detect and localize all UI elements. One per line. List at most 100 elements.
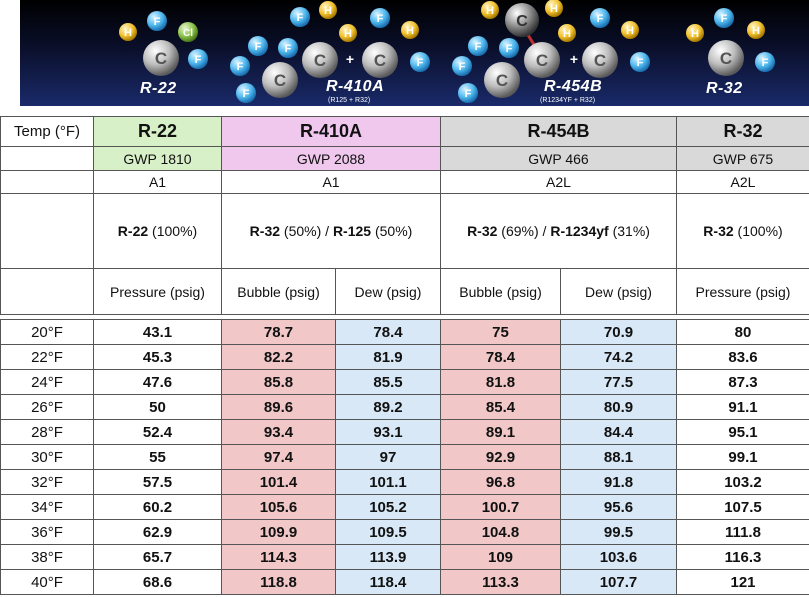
svg-text:F: F bbox=[475, 41, 482, 53]
r454b-bubble-cell: 100.7 bbox=[440, 494, 561, 520]
r22-pressure-cell: 60.2 bbox=[93, 494, 222, 520]
r454b-dew-cell: 95.6 bbox=[560, 494, 677, 520]
svg-text:H: H bbox=[752, 25, 760, 37]
r454b-dew-cell: 88.1 bbox=[560, 444, 677, 470]
svg-text:H: H bbox=[124, 27, 132, 39]
r410a-dew-cell: 97 bbox=[335, 444, 441, 470]
r22-pressure-cell: 43.1 bbox=[93, 319, 222, 345]
r22-gwp: GWP 1810 bbox=[93, 146, 222, 171]
molecule-illustrations: H F Cl F C F H F F F F C C + H F H F bbox=[119, 0, 775, 103]
svg-text:C: C bbox=[516, 13, 528, 30]
svg-text:C: C bbox=[155, 49, 167, 68]
r22-name: R-22 bbox=[93, 116, 222, 147]
temp-cell: 30°F bbox=[0, 444, 94, 470]
r454b-composition: R-32 (69%) / R-1234yf (31%) bbox=[440, 193, 677, 269]
svg-text:F: F bbox=[154, 16, 161, 28]
table-row: 26°F 50 89.6 89.2 85.4 80.9 91.1 bbox=[0, 394, 809, 420]
r454b-bubble-cell: 89.1 bbox=[440, 419, 561, 445]
r410a-bubble-cell: 97.4 bbox=[221, 444, 336, 470]
r32-banner-label: R-32 bbox=[706, 80, 743, 97]
r410a-molecule-icon: F H F F F F C C + H F H F C bbox=[230, 1, 430, 103]
r410a-dew-header: Dew (psig) bbox=[335, 268, 441, 315]
r454b-bubble-cell: 109 bbox=[440, 544, 561, 570]
r32-pressure-cell: 87.3 bbox=[676, 369, 809, 395]
svg-text:H: H bbox=[626, 25, 634, 37]
r32-composition: R-32 (100%) bbox=[676, 193, 809, 269]
r454b-dew-header: Dew (psig) bbox=[560, 268, 677, 315]
r454b-molecule-icon: H H C F F F F C H C + F H F C bbox=[452, 0, 650, 103]
svg-text:F: F bbox=[255, 41, 262, 53]
r454b-dew-cell: 84.4 bbox=[560, 419, 677, 445]
r22-pressure-cell: 68.6 bbox=[93, 569, 222, 595]
r454b-dew-cell: 99.5 bbox=[560, 519, 677, 545]
table-row: 38°F 65.7 114.3 113.9 109 103.6 116.3 bbox=[0, 544, 809, 570]
empty-cell bbox=[0, 170, 94, 194]
r454b-gwp: GWP 466 bbox=[440, 146, 677, 171]
r22-pressure-cell: 57.5 bbox=[93, 469, 222, 495]
r32-molecule-icon: H F H F C bbox=[686, 8, 775, 76]
r32-pressure-cell: 111.8 bbox=[676, 519, 809, 545]
empty-cell bbox=[0, 268, 94, 315]
svg-text:H: H bbox=[324, 5, 332, 17]
svg-text:F: F bbox=[285, 43, 292, 55]
r410a-bubble-cell: 89.6 bbox=[221, 394, 336, 420]
temp-cell: 28°F bbox=[0, 419, 94, 445]
r22-composition: R-22 (100%) bbox=[93, 193, 222, 269]
svg-text:H: H bbox=[486, 5, 494, 17]
r410a-bubble-cell: 109.9 bbox=[221, 519, 336, 545]
r32-pressure-cell: 91.1 bbox=[676, 394, 809, 420]
r454b-name: R-454B bbox=[440, 116, 677, 147]
r22-pressure-cell: 65.7 bbox=[93, 544, 222, 570]
r454b-dew-cell: 80.9 bbox=[560, 394, 677, 420]
table-row: 22°F 45.3 82.2 81.9 78.4 74.2 83.6 bbox=[0, 344, 809, 370]
r22-molecule-icon: H F Cl F C bbox=[119, 11, 208, 76]
r410a-bubble-cell: 114.3 bbox=[221, 544, 336, 570]
r454b-safety-class: A2L bbox=[440, 170, 677, 194]
svg-text:C: C bbox=[536, 51, 548, 70]
svg-text:F: F bbox=[417, 57, 424, 69]
r410a-composition: R-32 (50%) / R-125 (50%) bbox=[221, 193, 441, 269]
r22-banner-label: R-22 bbox=[140, 80, 177, 97]
svg-text:F: F bbox=[721, 13, 728, 25]
svg-text:F: F bbox=[762, 57, 769, 69]
r22-pressure-cell: 62.9 bbox=[93, 519, 222, 545]
r32-pressure-header: Pressure (psig) bbox=[676, 268, 809, 315]
r410a-name: R-410A bbox=[221, 116, 441, 147]
r410a-dew-cell: 93.1 bbox=[335, 419, 441, 445]
svg-text:C: C bbox=[594, 51, 606, 70]
svg-text:H: H bbox=[691, 28, 699, 40]
empty-cell bbox=[0, 146, 94, 171]
r454b-bubble-cell: 85.4 bbox=[440, 394, 561, 420]
svg-text:F: F bbox=[195, 54, 202, 66]
temp-cell: 24°F bbox=[0, 369, 94, 395]
svg-text:F: F bbox=[377, 13, 384, 25]
r32-pressure-cell: 103.2 bbox=[676, 469, 809, 495]
r32-pressure-cell: 116.3 bbox=[676, 544, 809, 570]
r410a-bubble-header: Bubble (psig) bbox=[221, 268, 336, 315]
r410a-bubble-cell: 93.4 bbox=[221, 419, 336, 445]
r32-pressure-cell: 99.1 bbox=[676, 444, 809, 470]
svg-text:Cl: Cl bbox=[183, 28, 193, 39]
svg-text:F: F bbox=[237, 61, 244, 73]
r410a-bubble-cell: 101.4 bbox=[221, 469, 336, 495]
r22-pressure-cell: 52.4 bbox=[93, 419, 222, 445]
r454b-dew-cell: 107.7 bbox=[560, 569, 677, 595]
r410a-dew-cell: 118.4 bbox=[335, 569, 441, 595]
svg-text:F: F bbox=[465, 88, 472, 100]
r454b-dew-cell: 70.9 bbox=[560, 319, 677, 345]
svg-text:+: + bbox=[570, 51, 578, 67]
r410a-dew-cell: 101.1 bbox=[335, 469, 441, 495]
svg-text:F: F bbox=[637, 57, 644, 69]
svg-text:F: F bbox=[459, 61, 466, 73]
table-row: 24°F 47.6 85.8 85.5 81.8 77.5 87.3 bbox=[0, 369, 809, 395]
r410a-bubble-cell: 82.2 bbox=[221, 344, 336, 370]
r454b-banner-subtitle: (R1234YF + R32) bbox=[540, 97, 596, 104]
r454b-dew-cell: 74.2 bbox=[560, 344, 677, 370]
r454b-dew-cell: 91.8 bbox=[560, 469, 677, 495]
r410a-dew-cell: 89.2 bbox=[335, 394, 441, 420]
table-row: 28°F 52.4 93.4 93.1 89.1 84.4 95.1 bbox=[0, 419, 809, 445]
r410a-bubble-cell: 85.8 bbox=[221, 369, 336, 395]
svg-text:H: H bbox=[563, 28, 571, 40]
table-row: 32°F 57.5 101.4 101.1 96.8 91.8 103.2 bbox=[0, 469, 809, 495]
r32-pressure-cell: 107.5 bbox=[676, 494, 809, 520]
